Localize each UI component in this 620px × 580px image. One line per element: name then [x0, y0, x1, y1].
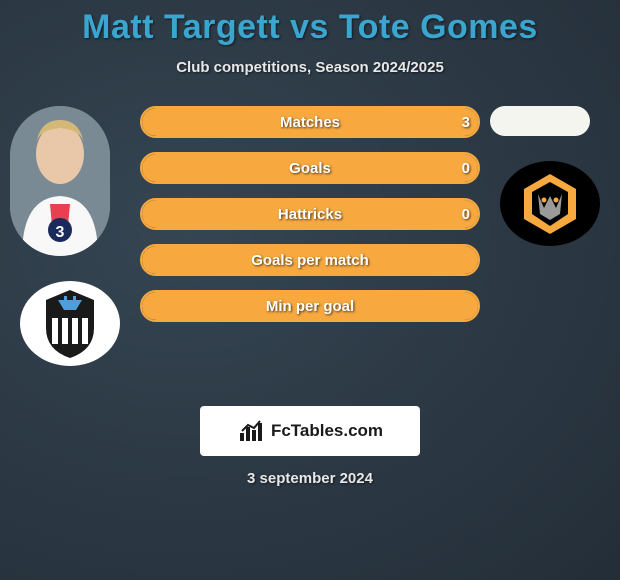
- stat-value: 0: [462, 206, 470, 223]
- club-left-badge: [20, 281, 120, 366]
- stat-row: Goals per match: [140, 244, 480, 276]
- date-label: 3 september 2024: [0, 470, 620, 487]
- stat-label: Goals: [142, 160, 478, 177]
- svg-text:3: 3: [56, 224, 65, 241]
- player-left-avatar: 3: [10, 106, 110, 256]
- stat-value: 3: [462, 114, 470, 131]
- subtitle: Club competitions, Season 2024/2025: [0, 59, 620, 76]
- stat-value: 0: [462, 160, 470, 177]
- brand-box[interactable]: FcTables.com: [200, 406, 420, 456]
- stat-bars: Matches 3 Goals 0 Hattricks 0 Goals per …: [140, 106, 480, 336]
- club-right-badge: [500, 161, 600, 246]
- brand-text: FcTables.com: [271, 421, 383, 441]
- stat-row: Goals 0: [140, 152, 480, 184]
- player-right-avatar: [490, 106, 590, 136]
- comparison-title: Matt Targett vs Tote Gomes: [0, 0, 620, 47]
- stat-label: Hattricks: [142, 206, 478, 223]
- stat-row: Matches 3: [140, 106, 480, 138]
- stat-row: Min per goal: [140, 290, 480, 322]
- stat-label: Min per goal: [142, 298, 478, 315]
- stat-row: Hattricks 0: [140, 198, 480, 230]
- stat-label: Goals per match: [142, 252, 478, 269]
- stats-area: 3: [0, 106, 620, 386]
- brand-chart-icon: [237, 417, 265, 445]
- stat-label: Matches: [142, 114, 478, 131]
